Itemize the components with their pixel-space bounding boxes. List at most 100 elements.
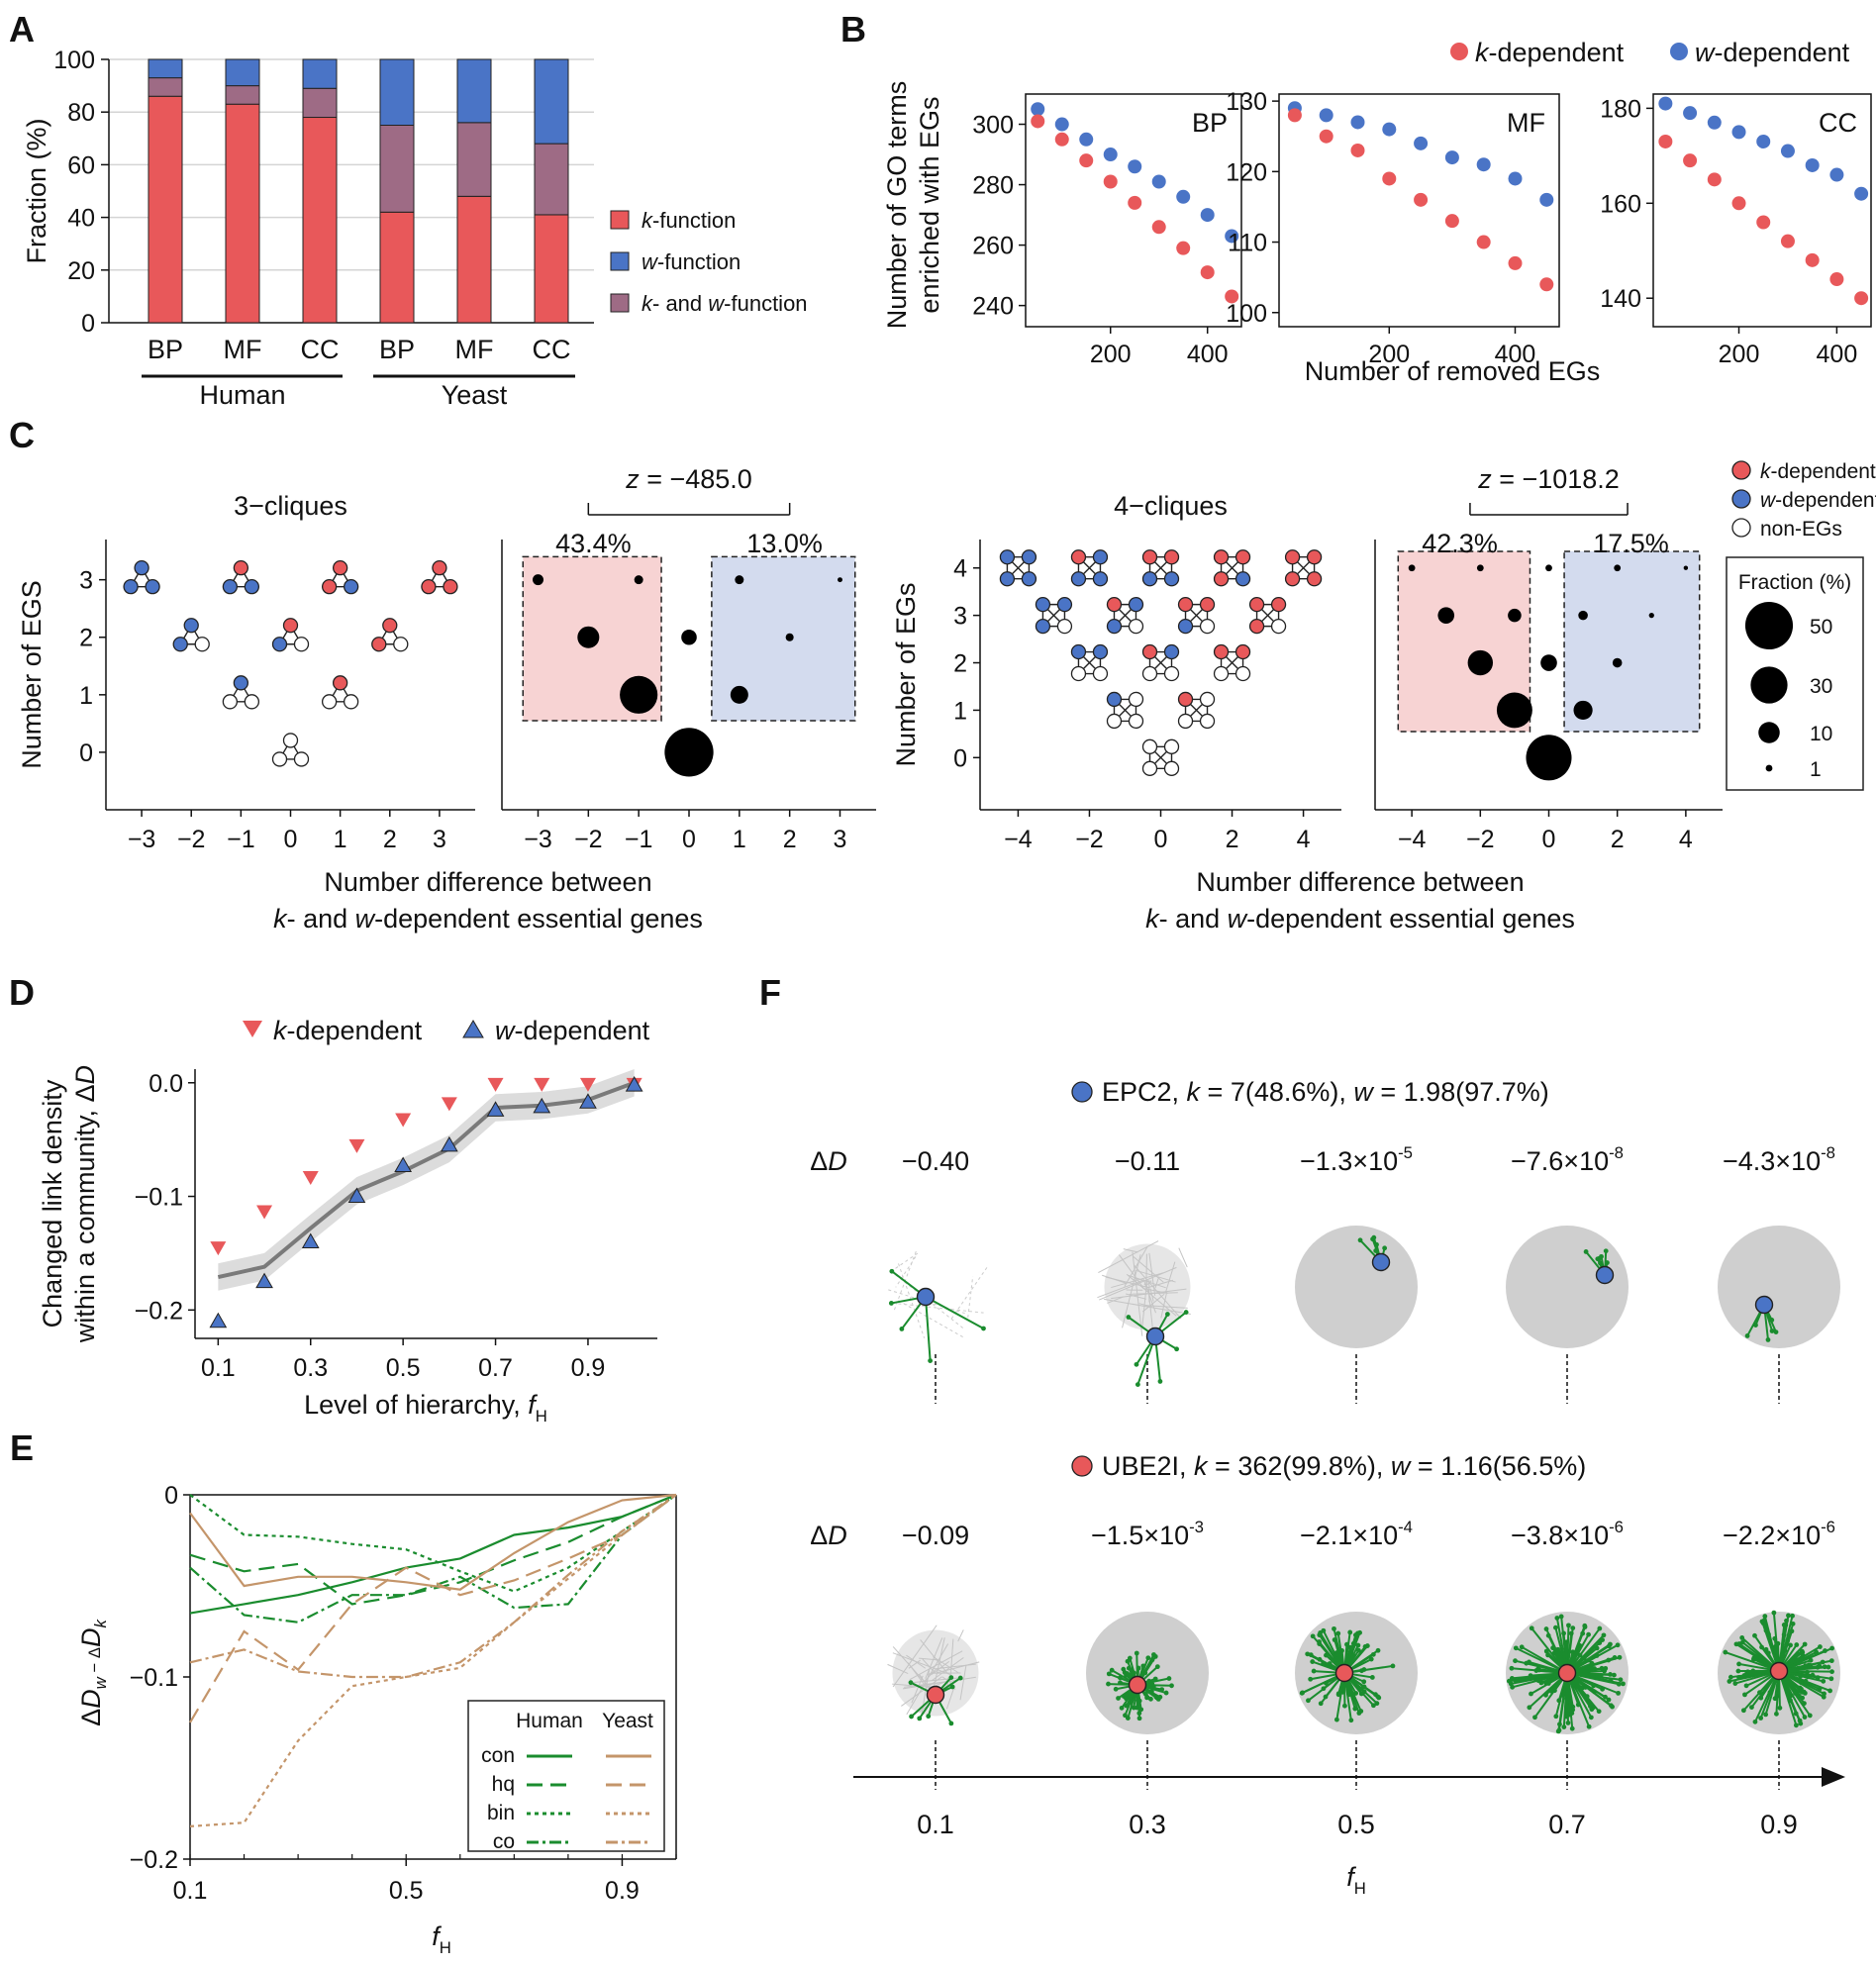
label-part: -4 [1398,1518,1413,1536]
neighbor-node [1557,1722,1562,1727]
y-axis-label: ΔDw − ΔDk [76,1618,110,1725]
neighbor-node [1310,1659,1316,1664]
clique-node [1128,596,1144,613]
neighbor-node [1827,1688,1832,1694]
x-axis-label: k- and w-dependent essential genes [1145,904,1575,934]
point-w [301,1232,320,1248]
neighbor-node [1802,1690,1808,1696]
hub-node [1595,1265,1615,1285]
clique-node [1035,596,1051,613]
point-w [1476,157,1491,172]
neighbor-node [1305,1651,1311,1657]
neighbor-node [1814,1649,1820,1655]
clique-node [1056,618,1073,635]
neighbor-node [1352,1632,1358,1638]
label-part: -dependent [287,1016,423,1045]
label-part: z [1477,464,1492,494]
clique-node [371,637,387,652]
x-tick-label: −3 [524,826,552,853]
panel-d: D 0.0 −0.1 −0.2 0.1 0.3 0.5 0.7 0.9 Changed link … [9,972,657,1426]
neighbor-node [1556,1698,1562,1704]
neighbor-node [949,1684,955,1690]
bubble [1683,565,1689,570]
neighbor-node [1596,1709,1602,1715]
neighbor-node [1510,1684,1516,1690]
point-k [534,1077,550,1092]
neighbor-node [1780,1645,1786,1651]
neighbor-node [1166,1676,1172,1681]
delta-value: −2.2×10-6 [1723,1518,1835,1550]
point-k [348,1138,365,1153]
label-part: w [91,1676,110,1689]
clique-node [233,675,249,691]
subplot-title: CC [1819,108,1857,138]
bar-k--and-w-function [456,122,492,197]
panel-label-e: E [10,1427,34,1468]
bubble [664,728,714,777]
x-tick-label: 0.9 [605,1877,640,1905]
neighbor-node [1513,1658,1518,1664]
x-axis-label: Number difference between [324,867,651,897]
legend-label: k- and w-function [642,291,808,316]
clique-node [1070,643,1087,660]
neighbor-node [1335,1692,1341,1698]
point-w [1176,189,1191,204]
point-k [1103,174,1118,189]
point-w [1350,115,1365,130]
label-part: - and [1159,904,1228,934]
subplot-frame [1025,93,1242,328]
label-part: H [536,1407,547,1426]
neighbor-node [1803,1678,1809,1684]
clique-node [1163,738,1180,754]
y-axis-label: within a community, ΔD [70,1065,100,1343]
z-score: z = −1018.2 [1477,464,1620,494]
label-part: w [1760,489,1777,512]
point-w [1414,136,1429,150]
x-tick-label: CC [533,335,571,364]
bubble [785,633,794,641]
label-part: -function [652,208,736,233]
clique-node [1106,596,1123,613]
y-axis-label: Number of GO terms [882,81,912,330]
bar-k--and-w-function [302,87,338,119]
point-w [1031,102,1045,117]
network-edge [911,1675,924,1704]
label-part: k [1187,1077,1202,1107]
y-tick-label: −0.2 [135,1297,183,1325]
bubble [1578,610,1588,621]
network-edge [1164,1261,1176,1294]
neighbor-node [1533,1668,1539,1674]
delta-value: −7.6×10-8 [1511,1143,1624,1176]
neighbor-node [1118,1675,1123,1681]
fh-tick-label: 0.7 [1548,1810,1586,1839]
hub-node [926,1685,945,1705]
label-part: −2.2×10 [1723,1521,1821,1550]
y-tick-label: 1 [79,682,93,710]
percent-label: 43.4% [555,529,632,558]
neighbor-node [1826,1664,1831,1670]
neighbor-node [1818,1644,1823,1649]
neighbor-node [1355,1642,1361,1648]
label-part: −1.5×10 [1091,1521,1189,1550]
point-w [347,1187,366,1204]
x-tick-label: −4 [1398,826,1427,853]
point-k [256,1205,273,1220]
network-edge [945,1687,955,1710]
network-edge [1149,1288,1154,1302]
delta-label: ΔD [810,1146,847,1176]
neighbor-node [1324,1652,1329,1658]
neighbor-node [1597,1625,1603,1631]
neighbor-node [1763,1712,1769,1718]
x-tick-label: CC [301,335,340,364]
y-tick-label: 0.0 [148,1070,183,1098]
neighbor-node [1124,1703,1130,1709]
label-part: non-EGs [1760,518,1842,541]
x-tick-label: 3 [433,826,446,853]
point-k [441,1097,457,1112]
neighbor-node [1362,1643,1368,1649]
neighbor-node [1822,1691,1827,1697]
point-w [1854,186,1869,201]
x-axis-label: k- and w-dependent essential genes [273,904,703,934]
